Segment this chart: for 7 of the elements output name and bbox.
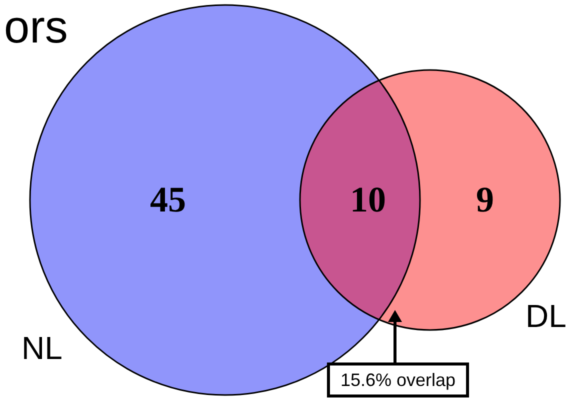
- category-label: DL: [526, 298, 566, 334]
- text: 15.6% overlap: [340, 370, 456, 390]
- data-label: 10: [350, 179, 386, 220]
- text: ors: [4, 0, 68, 53]
- data-label: 9: [476, 179, 494, 220]
- category-label: NL: [22, 330, 62, 366]
- data-label: 45: [150, 179, 186, 220]
